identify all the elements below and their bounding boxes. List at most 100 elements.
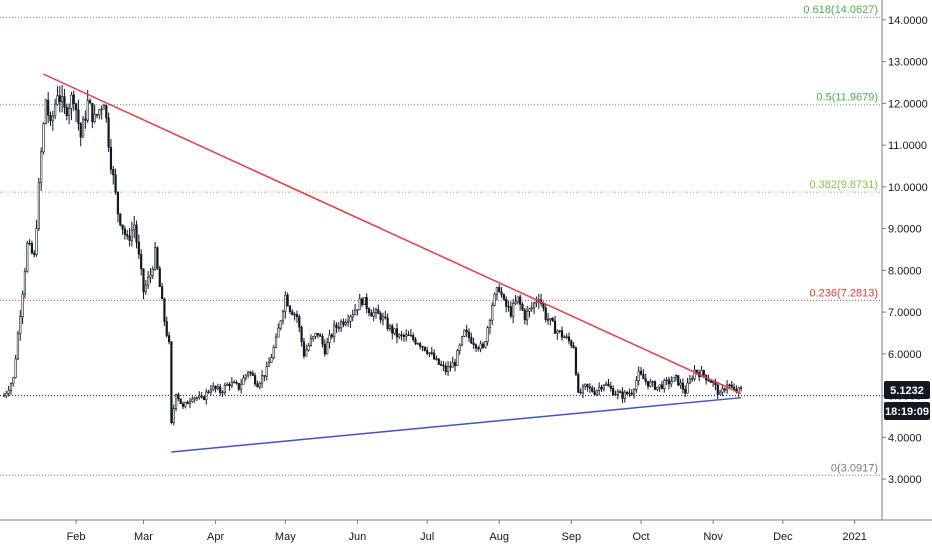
candle-body xyxy=(35,228,38,255)
candle xyxy=(251,370,254,377)
candle-body xyxy=(184,401,187,407)
candle xyxy=(577,372,580,394)
trendline-resistance xyxy=(43,73,742,395)
candle xyxy=(133,215,136,239)
candle xyxy=(163,297,166,327)
time-axis[interactable]: Feb Mar Apr May Jun Jul Aug Sep Oct Nov Dec 2021 xyxy=(67,520,867,543)
candle-body xyxy=(319,334,322,337)
candle xyxy=(384,310,387,320)
candle-body xyxy=(298,316,301,328)
candle xyxy=(560,326,564,341)
price-axis[interactable]: 14.0000 13.0000 12.0000 11.0000 10.0000 9.000… xyxy=(882,15,928,486)
candle-body xyxy=(400,334,403,336)
candle-body xyxy=(579,391,582,394)
candle xyxy=(200,391,203,399)
candle-body xyxy=(674,375,678,378)
candle-body xyxy=(230,381,233,387)
candle xyxy=(477,345,480,352)
candle-body xyxy=(291,311,294,315)
candle-body xyxy=(451,362,454,368)
y-tick-label: 14.0000 xyxy=(888,15,928,27)
candle-body xyxy=(414,339,417,344)
candle xyxy=(49,111,52,126)
candle xyxy=(625,390,629,395)
candle-body xyxy=(209,389,213,393)
candle xyxy=(165,316,168,338)
candle-body xyxy=(140,254,143,270)
candle xyxy=(642,368,645,380)
candle xyxy=(209,384,213,396)
candle xyxy=(358,293,361,310)
candle xyxy=(570,339,573,349)
candle xyxy=(419,341,422,350)
candle xyxy=(72,90,75,112)
candle xyxy=(588,383,591,393)
candle xyxy=(12,377,15,387)
candle-body xyxy=(65,107,68,117)
candle xyxy=(337,322,340,332)
candle-body xyxy=(598,386,601,391)
candle-body xyxy=(61,96,64,103)
candle xyxy=(632,388,636,399)
candle-body xyxy=(430,352,433,354)
candle-body xyxy=(584,383,587,387)
candle xyxy=(249,370,252,377)
candle-body xyxy=(709,380,712,383)
x-tick-label: Mar xyxy=(134,531,153,543)
candle-body xyxy=(409,335,412,337)
price-axis-background xyxy=(882,0,932,550)
candle-body xyxy=(684,389,687,394)
candle xyxy=(635,375,638,393)
candle-body xyxy=(477,347,480,350)
candle-body xyxy=(102,105,106,110)
candle xyxy=(216,383,220,391)
x-tick-label: Nov xyxy=(703,531,723,543)
candle-body xyxy=(86,100,89,121)
candle xyxy=(519,294,522,311)
candle-body xyxy=(98,109,101,116)
y-tick-label: 10.0000 xyxy=(888,182,928,194)
candle xyxy=(500,286,503,298)
candle xyxy=(674,374,678,382)
candle xyxy=(254,372,257,387)
candle-body xyxy=(514,301,517,304)
candle xyxy=(179,398,182,405)
candle xyxy=(630,389,633,396)
candle-body xyxy=(453,362,457,366)
candle-body xyxy=(251,372,254,376)
candle xyxy=(414,337,417,346)
candle-body xyxy=(323,343,326,355)
candle-body xyxy=(614,393,617,396)
candle-body xyxy=(135,224,138,243)
candle xyxy=(346,314,350,327)
candle xyxy=(607,378,610,387)
candle xyxy=(430,346,433,356)
candle xyxy=(386,313,389,331)
candle-body xyxy=(500,291,503,295)
candle-body xyxy=(693,369,696,379)
candle xyxy=(281,309,285,325)
candle xyxy=(260,370,264,389)
candle-body xyxy=(2,395,6,397)
candle xyxy=(516,296,519,305)
candle xyxy=(716,382,719,400)
candle-body xyxy=(284,294,287,312)
candle xyxy=(353,303,357,316)
candle-body xyxy=(279,320,282,329)
candle-body xyxy=(649,381,652,387)
candle xyxy=(723,387,726,393)
candle xyxy=(579,388,582,395)
candle xyxy=(363,297,366,306)
x-tick-label: Apr xyxy=(207,531,224,543)
candle-body xyxy=(639,370,643,375)
candle xyxy=(286,292,289,307)
candle-body xyxy=(195,397,199,399)
candle xyxy=(328,329,331,349)
candle xyxy=(123,225,126,240)
candle xyxy=(214,385,217,393)
candle xyxy=(581,383,585,399)
x-tick-label: Oct xyxy=(632,531,649,543)
candle xyxy=(319,332,322,337)
candle xyxy=(351,309,354,322)
